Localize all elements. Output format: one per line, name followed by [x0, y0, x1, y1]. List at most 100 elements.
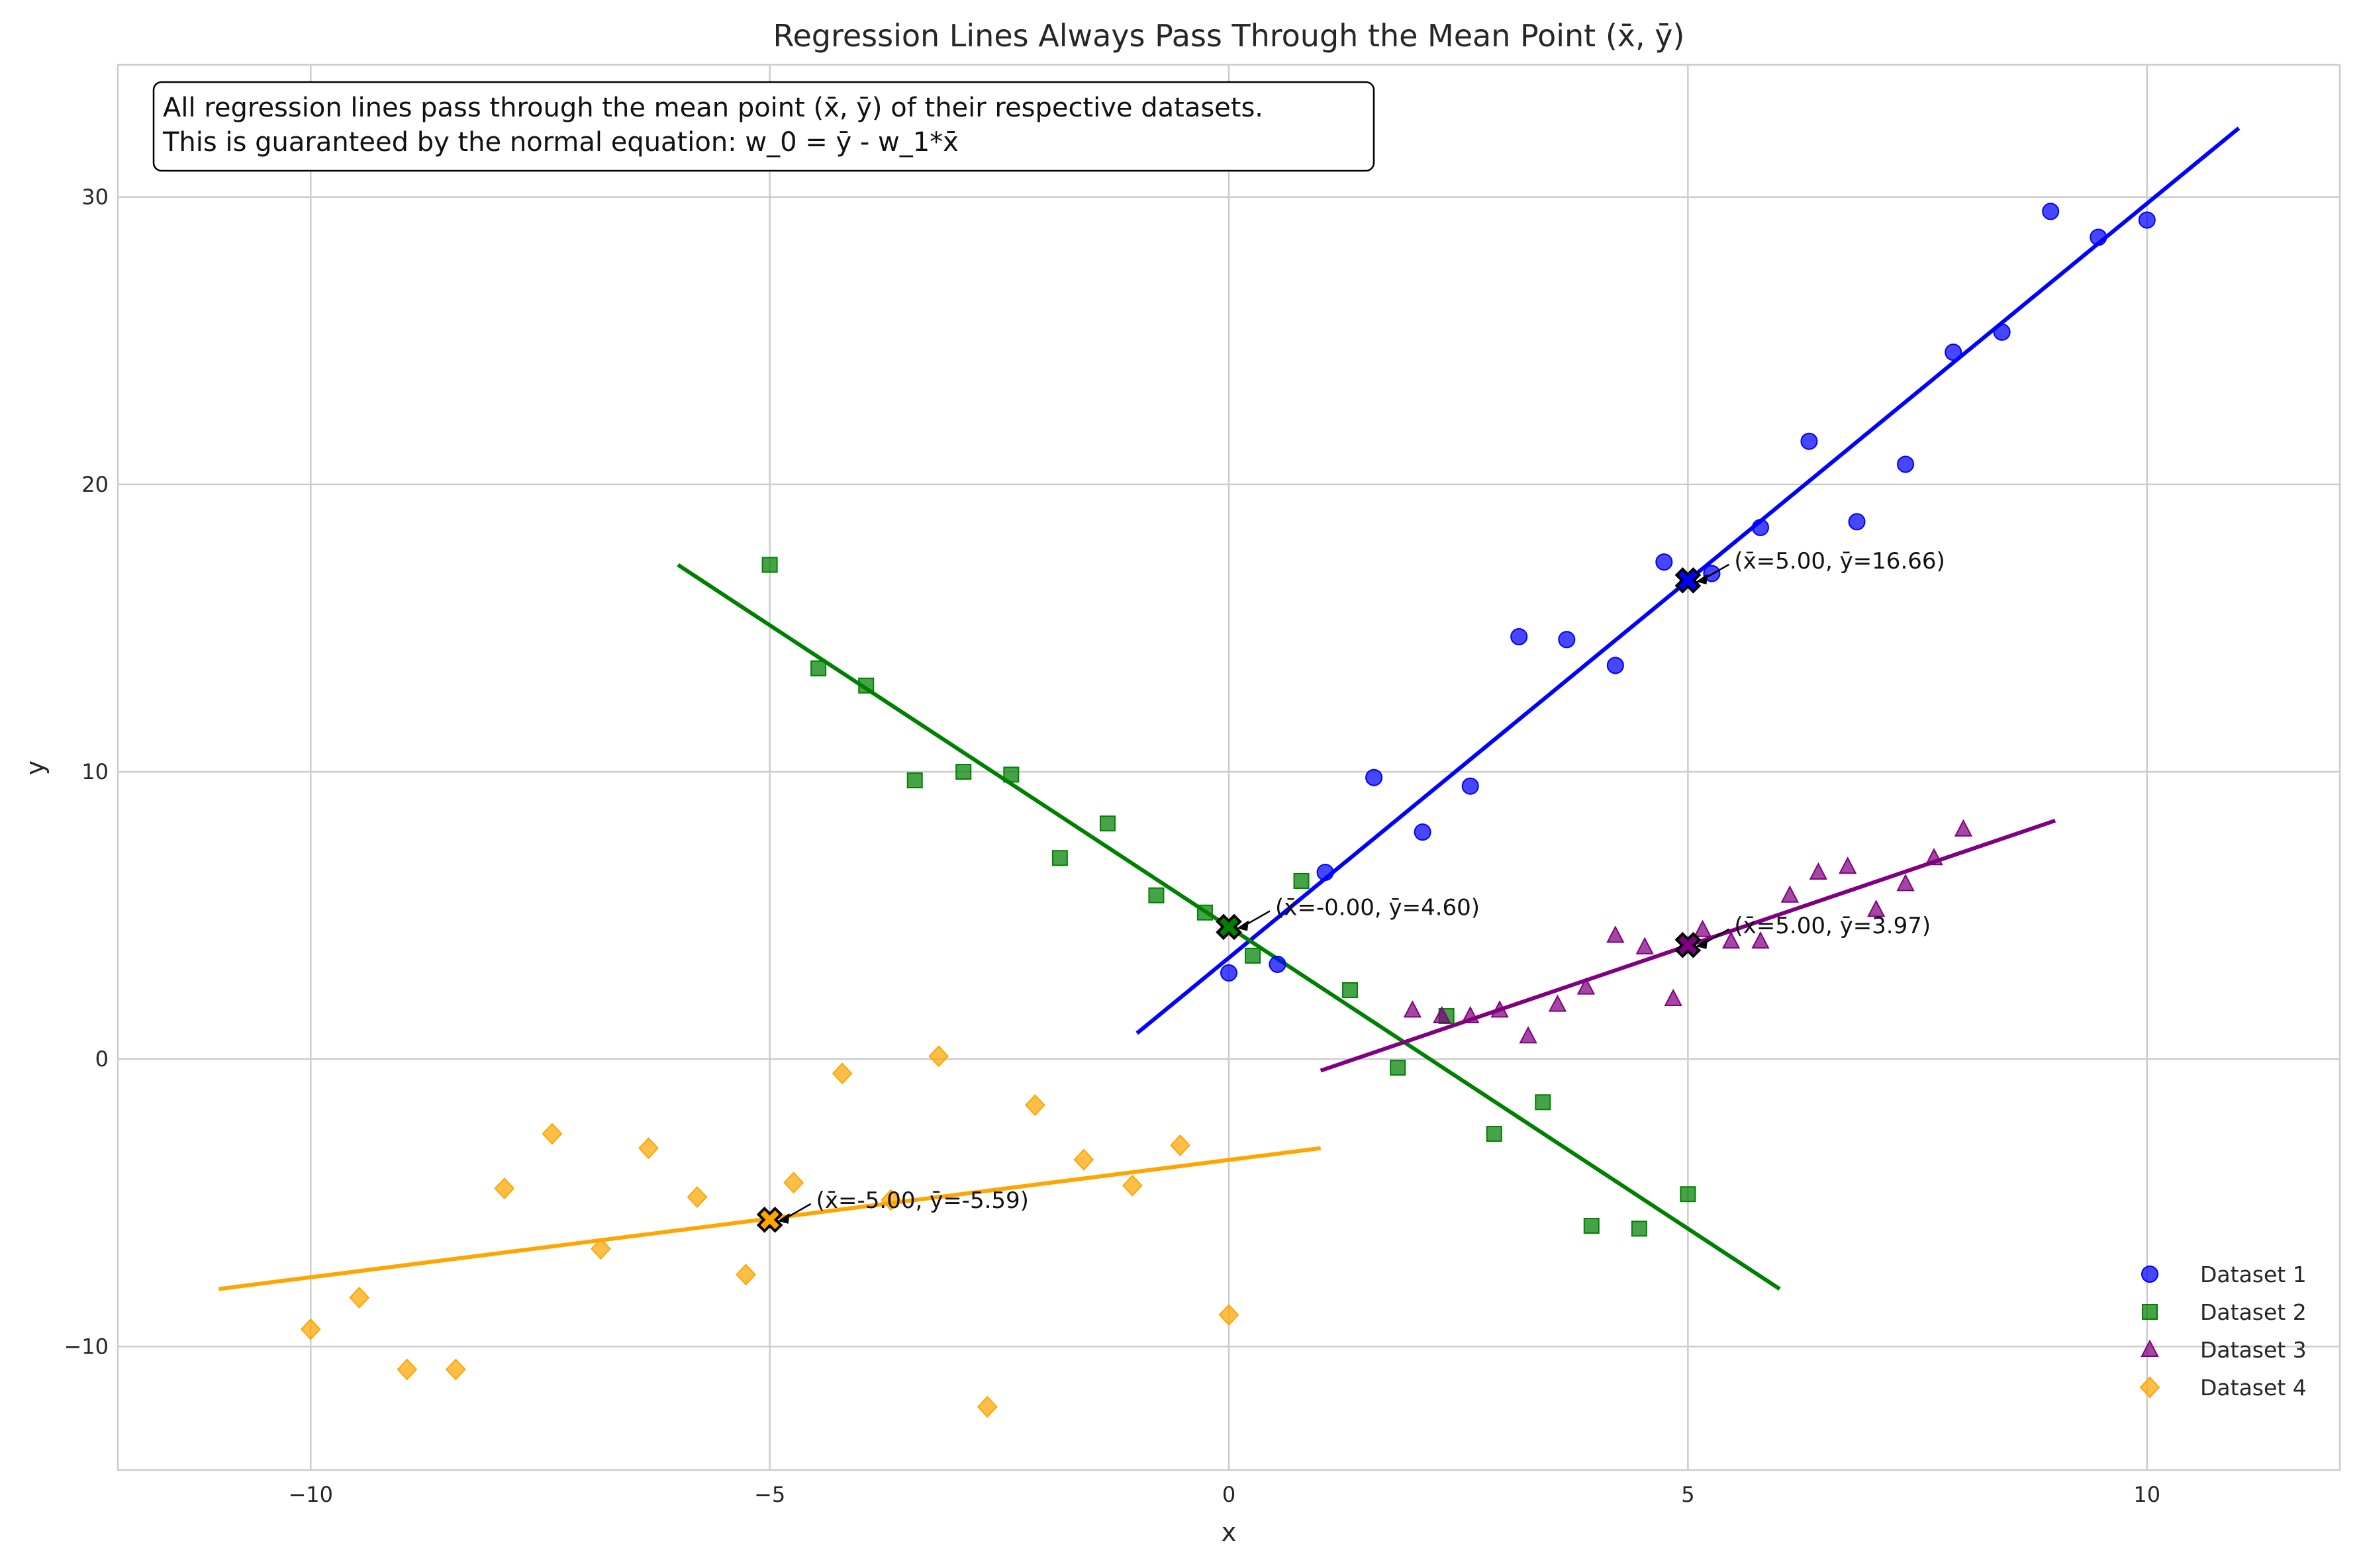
dataset-4-point [445, 1358, 466, 1381]
dataset-2-point [1148, 887, 1165, 903]
dataset-1-point [1510, 627, 1528, 645]
dataset-4-point [1170, 1134, 1190, 1156]
x-tick-label: 10 [2133, 1482, 2160, 1507]
dataset-3-point [1809, 862, 1827, 880]
dataset-1-point [1751, 518, 1769, 536]
plot-frame [117, 64, 2341, 1471]
dataset-4-point [494, 1177, 515, 1199]
y-tick-label: 30 [81, 185, 109, 210]
dataset-4-mean-arrowhead [777, 1213, 790, 1224]
dataset-2-point [1583, 1217, 1600, 1234]
dataset-1-point [1897, 455, 1915, 473]
dataset-2-point [906, 772, 923, 789]
dataset-3-point [1839, 856, 1857, 874]
dataset-2-point [1631, 1221, 1647, 1237]
dataset-1-point [1848, 513, 1866, 531]
dataset-4-point [349, 1287, 370, 1309]
dataset-1-legend-marker [2141, 1266, 2158, 1283]
dataset-4-point [881, 1189, 902, 1211]
dataset-1-point [1800, 432, 1818, 450]
dataset-2-mean-label: (x̄=-0.00, ȳ=4.60) [1275, 894, 1480, 921]
dataset-2-point [858, 677, 875, 694]
x-tick-label: −10 [288, 1482, 333, 1507]
dataset-3-point [1433, 1005, 1451, 1024]
dataset-4-mean-marker [756, 1207, 783, 1233]
dataset-1-point [2042, 203, 2060, 220]
annotation-box-frame [152, 81, 1375, 172]
dataset-2-point [1003, 766, 1020, 783]
dataset-3-point [1606, 925, 1625, 943]
dataset-1-point [1558, 631, 1576, 649]
dataset-1-mean-label: (x̄=5.00, ȳ=16.66) [1734, 548, 1945, 575]
dataset-3-point [1490, 1000, 1509, 1018]
dataset-3-point [1548, 994, 1567, 1012]
dataset-3-point [1693, 919, 1712, 937]
dataset-1-point [2090, 228, 2107, 246]
data-points [300, 203, 2156, 1418]
dataset-2-legend-label: Dataset 2 [2200, 1299, 2307, 1325]
dataset-2-mean-marker [1216, 913, 1242, 941]
dataset-2-point [761, 557, 778, 573]
dataset-4-point [832, 1062, 853, 1085]
dataset-3-legend-label: Dataset 3 [2200, 1337, 2307, 1363]
dataset-1-mean-arrowhead [1696, 573, 1708, 584]
dataset-4-legend-label: Dataset 4 [2200, 1375, 2307, 1401]
dataset-1-legend-label: Dataset 1 [2200, 1262, 2307, 1287]
dataset-3-point [1780, 885, 1799, 903]
dataset-4-point [397, 1358, 418, 1381]
annotation-box: All regression lines pass through the me… [152, 81, 1375, 172]
dataset-2-point [1342, 982, 1359, 998]
dataset-1-point [1269, 955, 1286, 973]
dataset-4-point [1073, 1148, 1094, 1171]
y-tick-label: 10 [81, 759, 109, 784]
y-axis-label: y [21, 761, 50, 776]
dataset-2-legend-marker [2142, 1304, 2158, 1320]
mean-markers: (x̄=5.00, ȳ=16.66) (x̄=-0.00, ȳ=4.60) (x̄=… [756, 548, 1945, 1233]
dataset-1-point [1945, 344, 1962, 361]
dataset-1-point [1365, 768, 1383, 786]
dataset-1-point [1993, 323, 2011, 341]
dataset-4-point [1025, 1094, 1045, 1117]
dataset-3-point [1721, 931, 1741, 949]
dataset-4-legend-marker [2139, 1376, 2160, 1399]
dataset-2-point [1486, 1126, 1502, 1142]
tick-labels: −10 −5 0 5 10 −10 0 10 20 30 [64, 185, 2160, 1507]
dataset-1-point [1316, 863, 1334, 881]
y-tick-label: 0 [95, 1046, 109, 1072]
dataset-3-point [1576, 977, 1596, 995]
dataset-3-mean-arrowhead [1696, 938, 1708, 949]
dataset-3-point [1896, 874, 1915, 892]
dataset-1-point [1414, 823, 1431, 841]
dataset-3-point [1664, 988, 1682, 1006]
dataset-4-point [1218, 1304, 1239, 1326]
dataset-2-point [955, 764, 972, 780]
dataset-2-mean-arrowhead [1237, 920, 1249, 931]
x-tick-label: −5 [754, 1482, 785, 1507]
x-tick-label: 5 [1681, 1482, 1694, 1507]
dataset-2-point [1099, 815, 1116, 832]
y-tick-label: 20 [81, 472, 109, 497]
dataset-1-point [1655, 553, 1673, 571]
dataset-4-point [928, 1045, 949, 1068]
dataset-3-legend-marker [2141, 1339, 2159, 1357]
x-axis-label: x [1222, 1518, 1237, 1547]
dataset-2-point [1245, 947, 1261, 964]
dataset-1-point [1606, 657, 1624, 674]
dataset-3-mean-marker [1674, 931, 1702, 958]
dataset-4-point [542, 1123, 563, 1145]
dataset-1-point [1461, 777, 1479, 795]
dataset-1-point [1220, 964, 1237, 982]
dataset-1-point [2138, 211, 2156, 229]
dataset-4-point [783, 1172, 804, 1194]
dataset-3-point [1954, 819, 1973, 837]
dataset-2-point [1293, 872, 1310, 889]
dataset-3-point [1461, 1005, 1480, 1024]
annotation-line-1: All regression lines pass through the me… [163, 93, 1263, 123]
dataset-4-point [977, 1396, 998, 1418]
dataset-4-point [591, 1238, 611, 1260]
dataset-4-point [687, 1186, 708, 1209]
dataset-2-point [1680, 1186, 1696, 1203]
dataset-3-mean-label: (x̄=5.00, ȳ=3.97) [1734, 913, 1931, 939]
dataset-1-mean-marker [1674, 567, 1702, 594]
